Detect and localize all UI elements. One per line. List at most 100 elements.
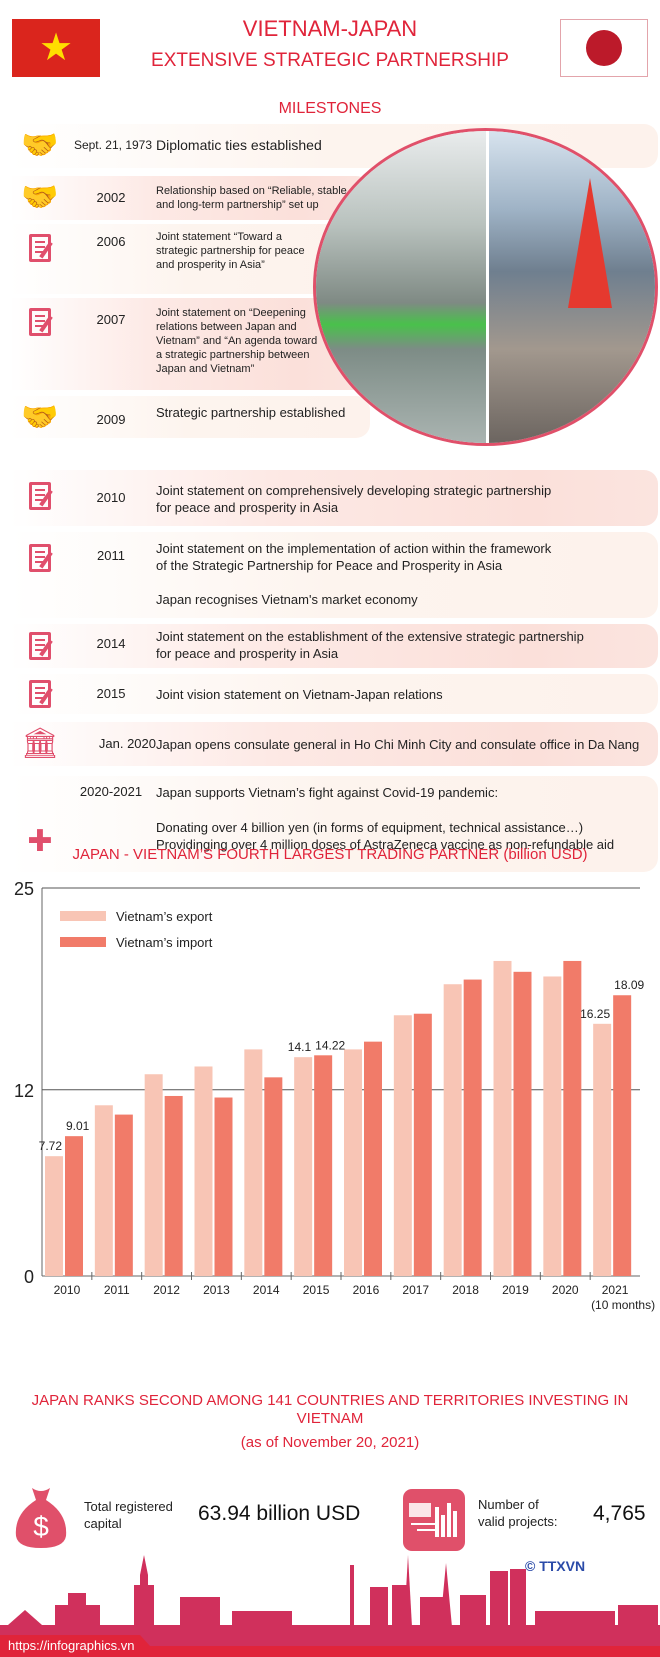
- trade-bar-chart: 0 12 25 2010 2011 2012 2013 2014 2015 2016 2017 201…: [14, 879, 655, 1312]
- bar-export-2021: [593, 1023, 612, 1276]
- bar-export-2017: [393, 1015, 412, 1276]
- milestone-text: Joint statement on “Deepening relations …: [156, 307, 318, 375]
- consulate-building-icon: 🏛: [20, 727, 60, 760]
- investment-heading: JAPAN RANKS SECOND AMONG 141 COUNTRIES A…: [31, 1392, 629, 1427]
- x-tick-label: 2021: [602, 1283, 629, 1297]
- data-label: 14.22: [315, 1038, 345, 1052]
- projects-value: 4,765: [593, 1502, 646, 1525]
- investment-subheading: (as of November 20, 2021): [240, 1434, 420, 1451]
- document-icon: [18, 302, 62, 342]
- handshake-icon: 🤝: [21, 181, 59, 214]
- bar-export-2020: [543, 976, 562, 1276]
- x-tick-label: 2010: [54, 1283, 81, 1297]
- bar-import-2018: [463, 979, 482, 1276]
- x-tick-label: 2015: [303, 1283, 330, 1297]
- svg-text:$: $: [33, 1511, 49, 1542]
- tokyo-tower-photo: [485, 131, 655, 443]
- milestone-row: 2011 Joint statement on the implementati…: [10, 532, 658, 618]
- y-tick-label: 25: [14, 879, 34, 899]
- bar-import-2015: [314, 1055, 333, 1276]
- data-label: 16.25: [580, 1007, 610, 1021]
- milestone-year: 2006: [96, 234, 126, 249]
- document-icon: [18, 538, 62, 578]
- bar-import-2012: [164, 1095, 183, 1276]
- milestone-text: Japan recognises Vietnam's market econom…: [156, 592, 418, 607]
- legend-swatch-0: [60, 911, 106, 921]
- x-tick-label: 2013: [203, 1283, 230, 1297]
- legend-label: Vietnam’s import: [116, 935, 213, 950]
- milestone-text: for peace and prosperity in Asia: [156, 500, 339, 515]
- bar-export-2015: [294, 1057, 313, 1276]
- data-label: 7.72: [39, 1139, 63, 1153]
- page-title: VIETNAM-JAPAN: [242, 16, 418, 41]
- bar-export-2019: [493, 960, 512, 1276]
- bar-import-2019: [513, 971, 532, 1276]
- legend-label: Vietnam’s export: [116, 909, 213, 924]
- milestone-row: 🏛 Jan. 2020 Japan opens consulate genera…: [10, 722, 658, 766]
- ttxvn-logo: © TTXVN: [525, 1558, 585, 1574]
- bar-export-2013: [194, 1066, 213, 1276]
- money-bag-icon: $: [15, 1488, 67, 1548]
- handshake-icon: 🤝: [21, 129, 59, 162]
- milestone-year: Jan. 2020: [98, 736, 156, 751]
- document-icon: [18, 626, 62, 666]
- milestone-text: Relationship based on “Reliable, stable …: [156, 185, 347, 211]
- milestone-year: 2007: [96, 312, 126, 327]
- milestone-text: Strategic partnership established: [156, 405, 346, 420]
- hanoi-tokyo-photo: [313, 128, 658, 446]
- milestone-text: Japan opens consulate general in Ho Chi …: [156, 737, 640, 752]
- capital-value: 63.94 billion USD: [198, 1502, 361, 1525]
- data-label: 14.1: [288, 1040, 312, 1054]
- medical-care-icon: ✚: [27, 825, 53, 858]
- milestone-year: 2002: [96, 190, 126, 205]
- capital-label: Total registered capital: [84, 1499, 173, 1531]
- red-sun-icon: [586, 30, 622, 66]
- milestone-text: Japan supports Vietnam’s fight against C…: [156, 785, 499, 800]
- x-tick-label: 2016: [353, 1283, 380, 1297]
- milestone-text: Joint statement on the establishment of …: [156, 629, 584, 644]
- milestone-year: 2011: [97, 548, 125, 563]
- milestone-row: 2010 Joint statement on comprehensively …: [10, 470, 658, 526]
- milestone-row: 2006 Joint statement “Toward a strategic…: [10, 224, 370, 294]
- x-tick-label: 2012: [153, 1283, 180, 1297]
- document-icon: [18, 674, 62, 714]
- milestone-text: for peace and prosperity in Asia: [156, 646, 339, 661]
- vietnam-flag: ★: [12, 19, 100, 77]
- footer-bar: [0, 1646, 660, 1657]
- milestone-year: Sept. 21, 1973: [73, 138, 153, 152]
- milestone-row: 🤝 2009 Strategic partnership established: [10, 396, 370, 438]
- document-icon: [18, 228, 62, 268]
- milestone-year: 2020-2021: [79, 784, 143, 799]
- milestone-text: Donating over 4 billion yen (in forms of…: [156, 820, 584, 835]
- bar-export-2011: [94, 1105, 113, 1276]
- data-label: 9.01: [66, 1119, 90, 1133]
- milestone-year: 2014: [96, 636, 126, 651]
- milestone-row: 2007 Joint statement on “Deepening relat…: [10, 298, 370, 390]
- legend-swatch-1: [60, 937, 106, 947]
- milestone-row: 2015 Joint vision statement on Vietnam-J…: [10, 674, 658, 714]
- x-tick-label: 2017: [402, 1283, 429, 1297]
- milestone-row: 2014 Joint statement on the establishmen…: [10, 624, 658, 668]
- milestone-text: of the Strategic Partnership for Peace a…: [156, 558, 503, 573]
- statistics-chart-icon: [403, 1489, 465, 1551]
- milestone-text: Joint statement “Toward a strategic part…: [156, 231, 305, 271]
- bar-import-2011: [114, 1114, 133, 1276]
- star-icon: ★: [38, 27, 74, 69]
- milestone-row: ✚ 2020-2021 Japan supports Vietnam’s fig…: [10, 776, 658, 872]
- x-tick-label: 2014: [253, 1283, 280, 1297]
- milestone-text: Diplomatic ties established: [156, 137, 322, 153]
- bar-export-2014: [244, 1049, 263, 1276]
- japan-flag: [560, 19, 648, 77]
- bar-export-2016: [344, 1049, 362, 1276]
- y-tick-label: 0: [24, 1267, 34, 1287]
- milestone-text: Providinging over 4 million doses of Ast…: [156, 837, 615, 852]
- footer-url[interactable]: https://infographics.vn: [0, 1635, 160, 1657]
- bar-import-2013: [214, 1097, 233, 1276]
- data-label: 18.09: [614, 978, 644, 992]
- page-subtitle: EXTENSIVE STRATEGIC PARTNERSHIP: [151, 50, 509, 71]
- milestone-year: 2015: [96, 686, 126, 701]
- x-tick-note: (10 months): [591, 1298, 655, 1312]
- bar-import-2010: [65, 1136, 83, 1276]
- chart-title: JAPAN - VIETNAM’S FOURTH LARGEST TRADING…: [72, 846, 588, 863]
- handshake-icon: 🤝: [21, 401, 59, 434]
